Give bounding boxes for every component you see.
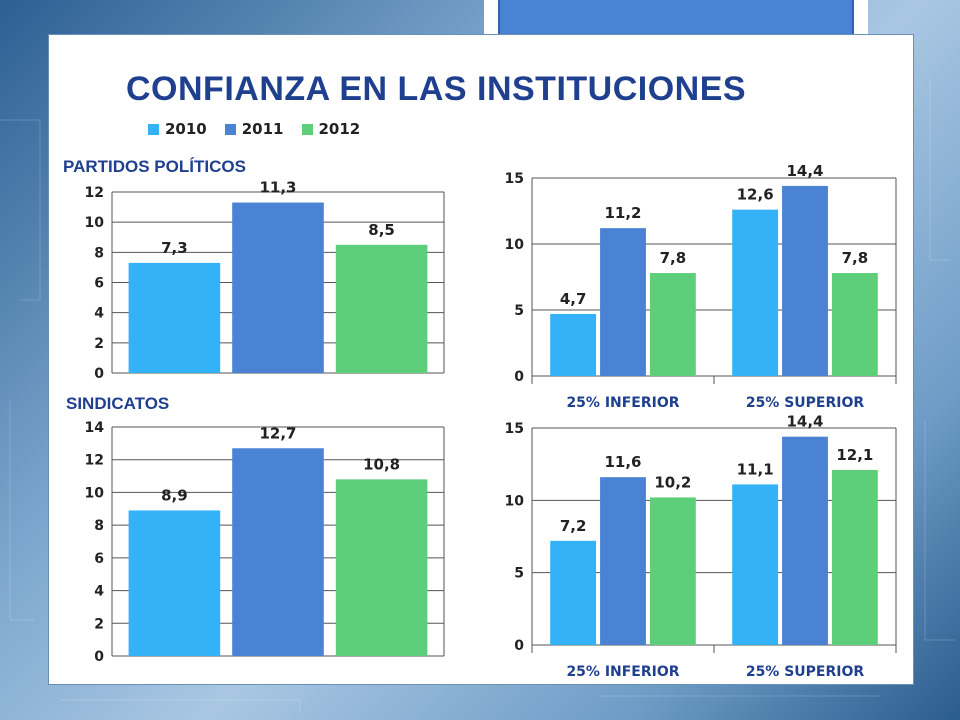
bar-2012: [831, 273, 878, 376]
legend-item-2012: 2012: [301, 120, 361, 138]
y-tick-label: 12: [85, 453, 104, 469]
y-tick-label: 0: [514, 638, 524, 654]
legend-swatch-2011: [224, 123, 236, 135]
bar-2011: [600, 228, 646, 376]
legend-item-2011: 2011: [224, 120, 284, 138]
y-tick-label: 12: [85, 185, 104, 201]
data-label: 8,9: [161, 486, 188, 504]
bar-2012: [335, 479, 428, 656]
legend: 2010 2011 2012: [148, 120, 360, 138]
chart-sindicatos-quartiles: 0 5 10 15 7,2 11,6 10,2 25% INFERIOR 11,1 14,4 12,…: [505, 413, 897, 680]
legend-swatch-2012: [301, 123, 313, 135]
data-label: 12,1: [836, 446, 873, 464]
data-label: 14,4: [786, 413, 823, 431]
data-label: 8,5: [368, 221, 395, 239]
data-label: 10,8: [363, 455, 400, 473]
bar-2010: [128, 510, 221, 656]
section-label-partidos: PARTIDOS POLÍTICOS: [63, 157, 246, 176]
data-label: 12,6: [737, 186, 774, 204]
y-tick-label: 5: [514, 303, 524, 319]
y-tick-label: 0: [94, 649, 104, 665]
bar-2012: [649, 497, 696, 645]
bar-2011: [782, 436, 828, 645]
y-tick-label: 10: [505, 237, 525, 253]
bar-2011: [600, 477, 646, 645]
y-tick-label: 14: [85, 420, 105, 436]
y-tick-label: 4: [94, 584, 104, 600]
y-tick-label: 8: [94, 518, 104, 534]
data-label: 12,7: [259, 424, 296, 442]
data-label: 11,2: [604, 204, 641, 222]
bar-2010: [732, 209, 779, 376]
section-label-sindicatos: SINDICATOS: [66, 394, 170, 413]
bar-2010: [128, 262, 221, 373]
page-title: CONFIANZA EN LAS INSTITUCIONES: [126, 70, 747, 108]
legend-label-2012: 2012: [318, 120, 361, 138]
y-tick-label: 4: [94, 306, 104, 322]
data-label: 11,1: [737, 460, 774, 478]
bar-2011: [782, 185, 828, 376]
legend-label-2011: 2011: [241, 120, 284, 138]
legend-item-2010: 2010: [148, 120, 207, 138]
chart-partidos-quartiles: 0 5 10 15 4,7 11,2 7,8 25% INFERIOR 12,6 14,4 7,8 2…: [505, 162, 897, 411]
y-tick-label: 0: [94, 366, 104, 382]
data-label: 11,6: [604, 453, 641, 471]
data-label: 7,8: [660, 249, 687, 267]
y-tick-label: 15: [505, 421, 524, 437]
y-tick-label: 2: [94, 336, 104, 352]
y-tick-label: 6: [94, 551, 104, 567]
y-tick-label: 0: [514, 369, 524, 385]
bar-2012: [335, 244, 428, 373]
y-tick-label: 10: [85, 485, 105, 501]
bar-2010: [550, 313, 597, 376]
category-label: 25% INFERIOR: [566, 664, 679, 680]
bar-2012: [831, 469, 878, 645]
data-label: 7,3: [161, 239, 188, 257]
bar-2011: [232, 448, 324, 656]
y-tick-label: 10: [505, 493, 525, 509]
data-label: 4,7: [560, 290, 587, 308]
category-label: 25% SUPERIOR: [746, 395, 865, 411]
chart-sindicatos-total: 0 2 4 6 8 10 12 14 8,9 12,7 10,8: [85, 420, 445, 665]
y-tick-label: 15: [505, 171, 524, 187]
bar-2010: [732, 484, 779, 645]
y-tick-label: 6: [94, 276, 104, 292]
bar-2011: [232, 202, 324, 373]
legend-swatch-2010: [148, 123, 159, 135]
legend-label-2010: 2010: [165, 120, 207, 138]
bar-2012: [649, 273, 696, 376]
category-label: 25% INFERIOR: [566, 395, 679, 411]
data-label: 7,2: [560, 517, 587, 535]
data-label: 11,3: [259, 179, 296, 197]
chart-partidos-total: 0 2 4 6 8 10 12 7,3 11,3 8,5: [85, 179, 445, 382]
y-tick-label: 8: [94, 245, 104, 261]
bar-2010: [550, 540, 597, 645]
y-tick-label: 10: [85, 215, 105, 231]
data-label: 14,4: [786, 162, 823, 180]
y-tick-label: 2: [94, 616, 104, 632]
y-tick-label: 5: [514, 566, 524, 582]
data-label: 10,2: [654, 473, 691, 491]
data-label: 7,8: [842, 249, 869, 267]
category-label: 25% SUPERIOR: [746, 664, 865, 680]
